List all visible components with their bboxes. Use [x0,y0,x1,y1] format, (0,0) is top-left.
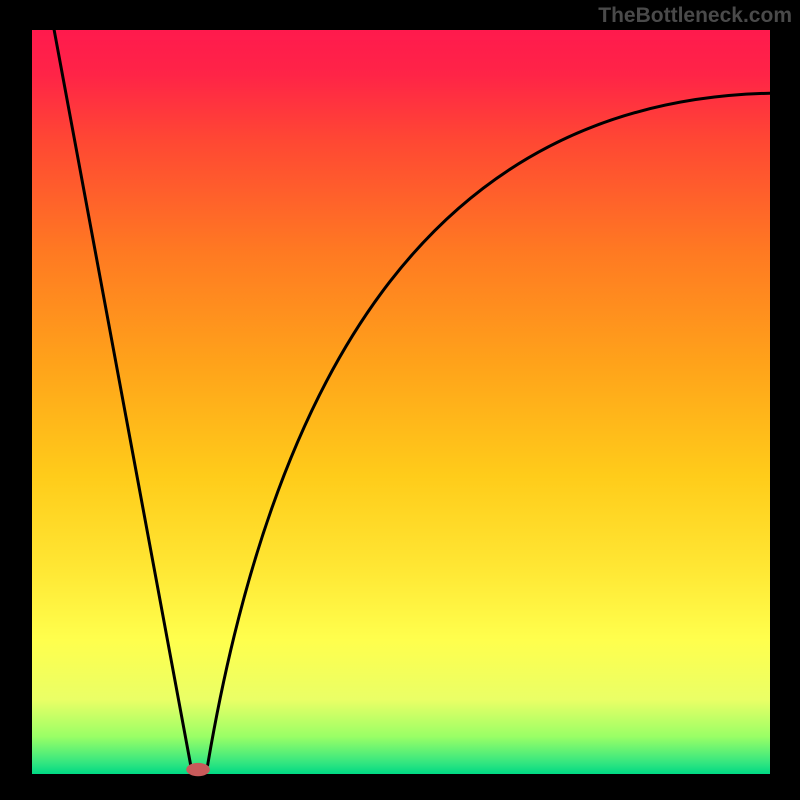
marker-analysis_point [186,763,210,776]
watermark-text: TheBottleneck.com [598,4,792,28]
chart-container: TheBottleneck.com [0,0,800,800]
chart-background [32,30,770,774]
bottleneck-chart [0,0,800,800]
